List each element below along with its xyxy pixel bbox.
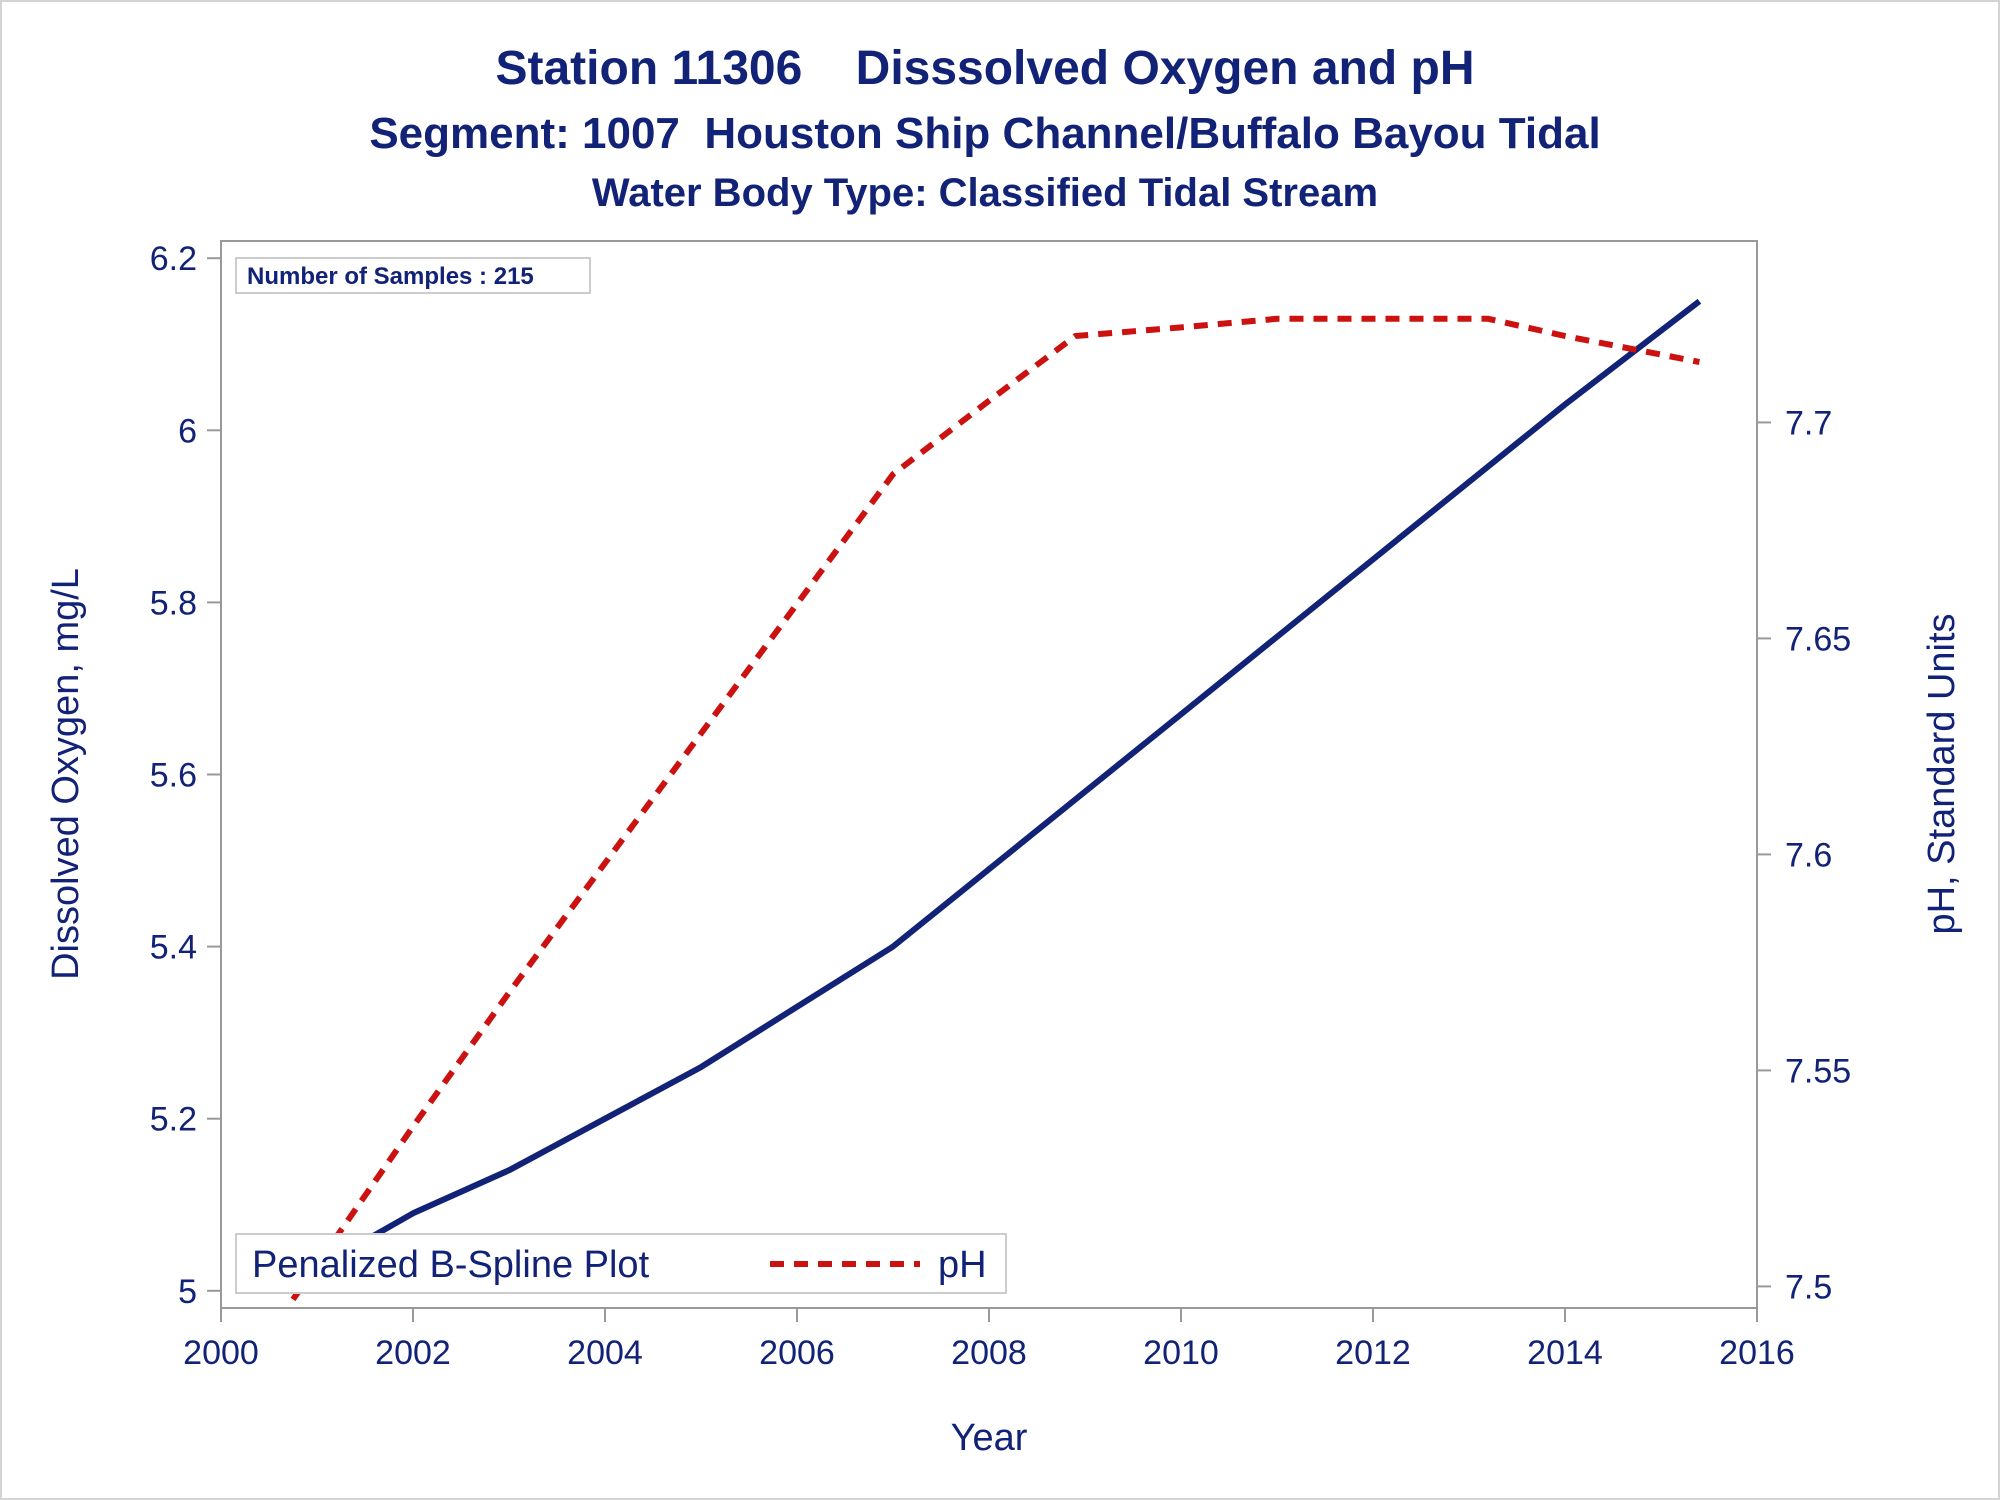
- x-tick-label: 2016: [1719, 1334, 1795, 1372]
- y-axis-label-left: Dissolved Oxygen, mg/L: [45, 568, 87, 980]
- x-tick-label: 2004: [567, 1334, 643, 1372]
- x-tick-label: 2002: [375, 1334, 451, 1372]
- series-line-ph: [290, 315, 1700, 1302]
- y-left-tick-label: 6: [178, 412, 197, 450]
- sample-count-text: Number of Samples : 215: [247, 263, 534, 290]
- y-right-tick-label: 7.65: [1785, 620, 1851, 658]
- series-group: [290, 298, 1702, 1302]
- chart-title: Station 11306 Disssolved Oxygen and pH: [495, 42, 1474, 95]
- series-line-spline: [305, 298, 1702, 1277]
- x-tick-label: 2012: [1335, 1334, 1411, 1372]
- chart-subtitle: Segment: 1007 Houston Ship Channel/Buffa…: [369, 109, 1600, 158]
- x-tick-label: 2014: [1527, 1334, 1603, 1372]
- y-left-tick-label: 6.2: [150, 240, 197, 278]
- y-left-tick-label: 5: [178, 1273, 197, 1311]
- legend-label-ph: pH: [938, 1244, 987, 1286]
- x-tick-label: 2010: [1143, 1334, 1219, 1372]
- legend: Penalized B-Spline Plot pH: [235, 1233, 1007, 1294]
- y-left-tick-label: 5.4: [150, 929, 197, 967]
- sample-count-frame: [235, 257, 591, 294]
- y-right-tick-label: 7.55: [1785, 1052, 1851, 1090]
- y-left-tick-label: 5.8: [150, 584, 197, 622]
- x-tick-label: 2000: [183, 1334, 259, 1372]
- y-right-tick-label: 7.7: [1785, 404, 1832, 442]
- y-right-tick-label: 7.6: [1785, 836, 1832, 874]
- sample-count-box: Number of Samples : 215: [235, 257, 591, 294]
- chart-subtitle-2: Water Body Type: Classified Tidal Stream: [592, 171, 1378, 215]
- x-axis-label: Year: [951, 1417, 1028, 1459]
- legend-label-spline: Penalized B-Spline Plot: [252, 1244, 650, 1286]
- y-left-tick-label: 5.6: [150, 757, 197, 795]
- x-tick-label: 2008: [951, 1334, 1027, 1372]
- x-tick-label: 2006: [759, 1334, 835, 1372]
- y-right-tick-label: 7.5: [1785, 1268, 1832, 1306]
- y-axis-left: 5 5.2 5.4 5.6 5.8 6 6.2: [150, 240, 221, 1311]
- y-axis-label-right: pH, Standard Units: [1921, 613, 1963, 934]
- x-axis: 2000 2002 2004 2006 2008 2010 2012 2014 2016: [183, 1308, 1795, 1372]
- y-axis-right: 7.5 7.55 7.6 7.65 7.7: [1757, 404, 1851, 1306]
- y-left-tick-label: 5.2: [150, 1101, 197, 1139]
